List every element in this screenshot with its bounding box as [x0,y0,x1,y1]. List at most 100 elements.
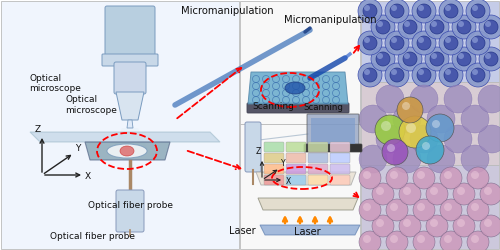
Circle shape [484,187,492,195]
Circle shape [376,187,384,195]
Polygon shape [248,72,348,104]
Circle shape [444,36,458,50]
Circle shape [467,231,489,250]
Circle shape [398,15,422,39]
Text: Laser: Laser [229,226,256,236]
Circle shape [406,123,416,133]
Circle shape [413,231,435,250]
Circle shape [416,136,444,164]
Bar [240,124,360,249]
FancyBboxPatch shape [264,164,284,174]
Circle shape [444,125,472,153]
Circle shape [399,215,421,237]
Circle shape [363,235,371,243]
Circle shape [430,52,444,66]
Circle shape [390,203,398,211]
Circle shape [458,53,464,59]
Circle shape [403,52,417,66]
FancyBboxPatch shape [264,175,284,185]
Circle shape [359,231,381,250]
Circle shape [453,215,475,237]
Circle shape [397,97,423,123]
Circle shape [444,68,458,82]
FancyBboxPatch shape [286,142,306,152]
Circle shape [444,85,472,113]
FancyBboxPatch shape [105,6,155,62]
FancyBboxPatch shape [330,175,350,185]
Circle shape [466,0,490,23]
Circle shape [471,36,485,50]
Circle shape [471,68,485,82]
Circle shape [398,47,422,71]
Text: Optical fiber probe: Optical fiber probe [50,232,135,241]
Circle shape [426,183,448,205]
Ellipse shape [120,146,134,156]
Circle shape [471,171,479,179]
Circle shape [480,215,500,237]
Text: Z: Z [256,147,260,156]
Text: X: X [286,177,290,186]
Text: Micromanipulation: Micromanipulation [284,15,376,25]
Circle shape [363,68,377,82]
FancyBboxPatch shape [308,164,328,174]
Circle shape [439,0,463,23]
Circle shape [484,219,492,227]
Circle shape [385,0,409,23]
Circle shape [466,63,490,87]
Circle shape [425,15,449,39]
Circle shape [391,37,397,43]
Circle shape [390,4,404,18]
Circle shape [376,125,404,153]
Text: Optical fiber probe: Optical fiber probe [88,200,172,209]
Text: Laser: Laser [294,227,320,237]
Circle shape [412,63,436,87]
Circle shape [363,203,371,211]
Circle shape [467,167,489,189]
FancyBboxPatch shape [308,142,328,152]
Circle shape [484,52,498,66]
Circle shape [363,171,371,179]
Circle shape [453,183,475,205]
Circle shape [390,36,404,50]
FancyBboxPatch shape [308,153,328,163]
Circle shape [480,183,500,205]
Circle shape [418,5,424,11]
Circle shape [377,53,383,59]
Circle shape [404,53,410,59]
FancyBboxPatch shape [247,103,349,113]
Circle shape [457,52,471,66]
Polygon shape [127,120,133,128]
Circle shape [484,20,498,34]
Circle shape [391,5,397,11]
Circle shape [417,68,431,82]
Text: Optical
microscope: Optical microscope [65,95,117,115]
Ellipse shape [285,82,305,94]
Circle shape [458,21,464,27]
Circle shape [457,219,465,227]
FancyBboxPatch shape [245,122,261,172]
Circle shape [399,183,421,205]
Circle shape [417,203,425,211]
Circle shape [386,167,408,189]
Circle shape [467,199,489,221]
Text: Micromanipulation: Micromanipulation [181,6,274,16]
Bar [361,165,499,249]
Bar [361,1,499,82]
Circle shape [382,139,408,165]
Circle shape [413,167,435,189]
Circle shape [457,20,471,34]
Circle shape [432,120,440,128]
Polygon shape [260,225,360,235]
Circle shape [372,183,394,205]
FancyBboxPatch shape [304,144,362,152]
Circle shape [363,4,377,18]
Circle shape [445,5,451,11]
Circle shape [478,85,500,113]
Circle shape [439,31,463,55]
Circle shape [376,85,404,113]
Circle shape [371,15,395,39]
Circle shape [425,47,449,71]
Bar [240,1,360,124]
Bar [1,1,239,249]
Circle shape [427,105,455,133]
